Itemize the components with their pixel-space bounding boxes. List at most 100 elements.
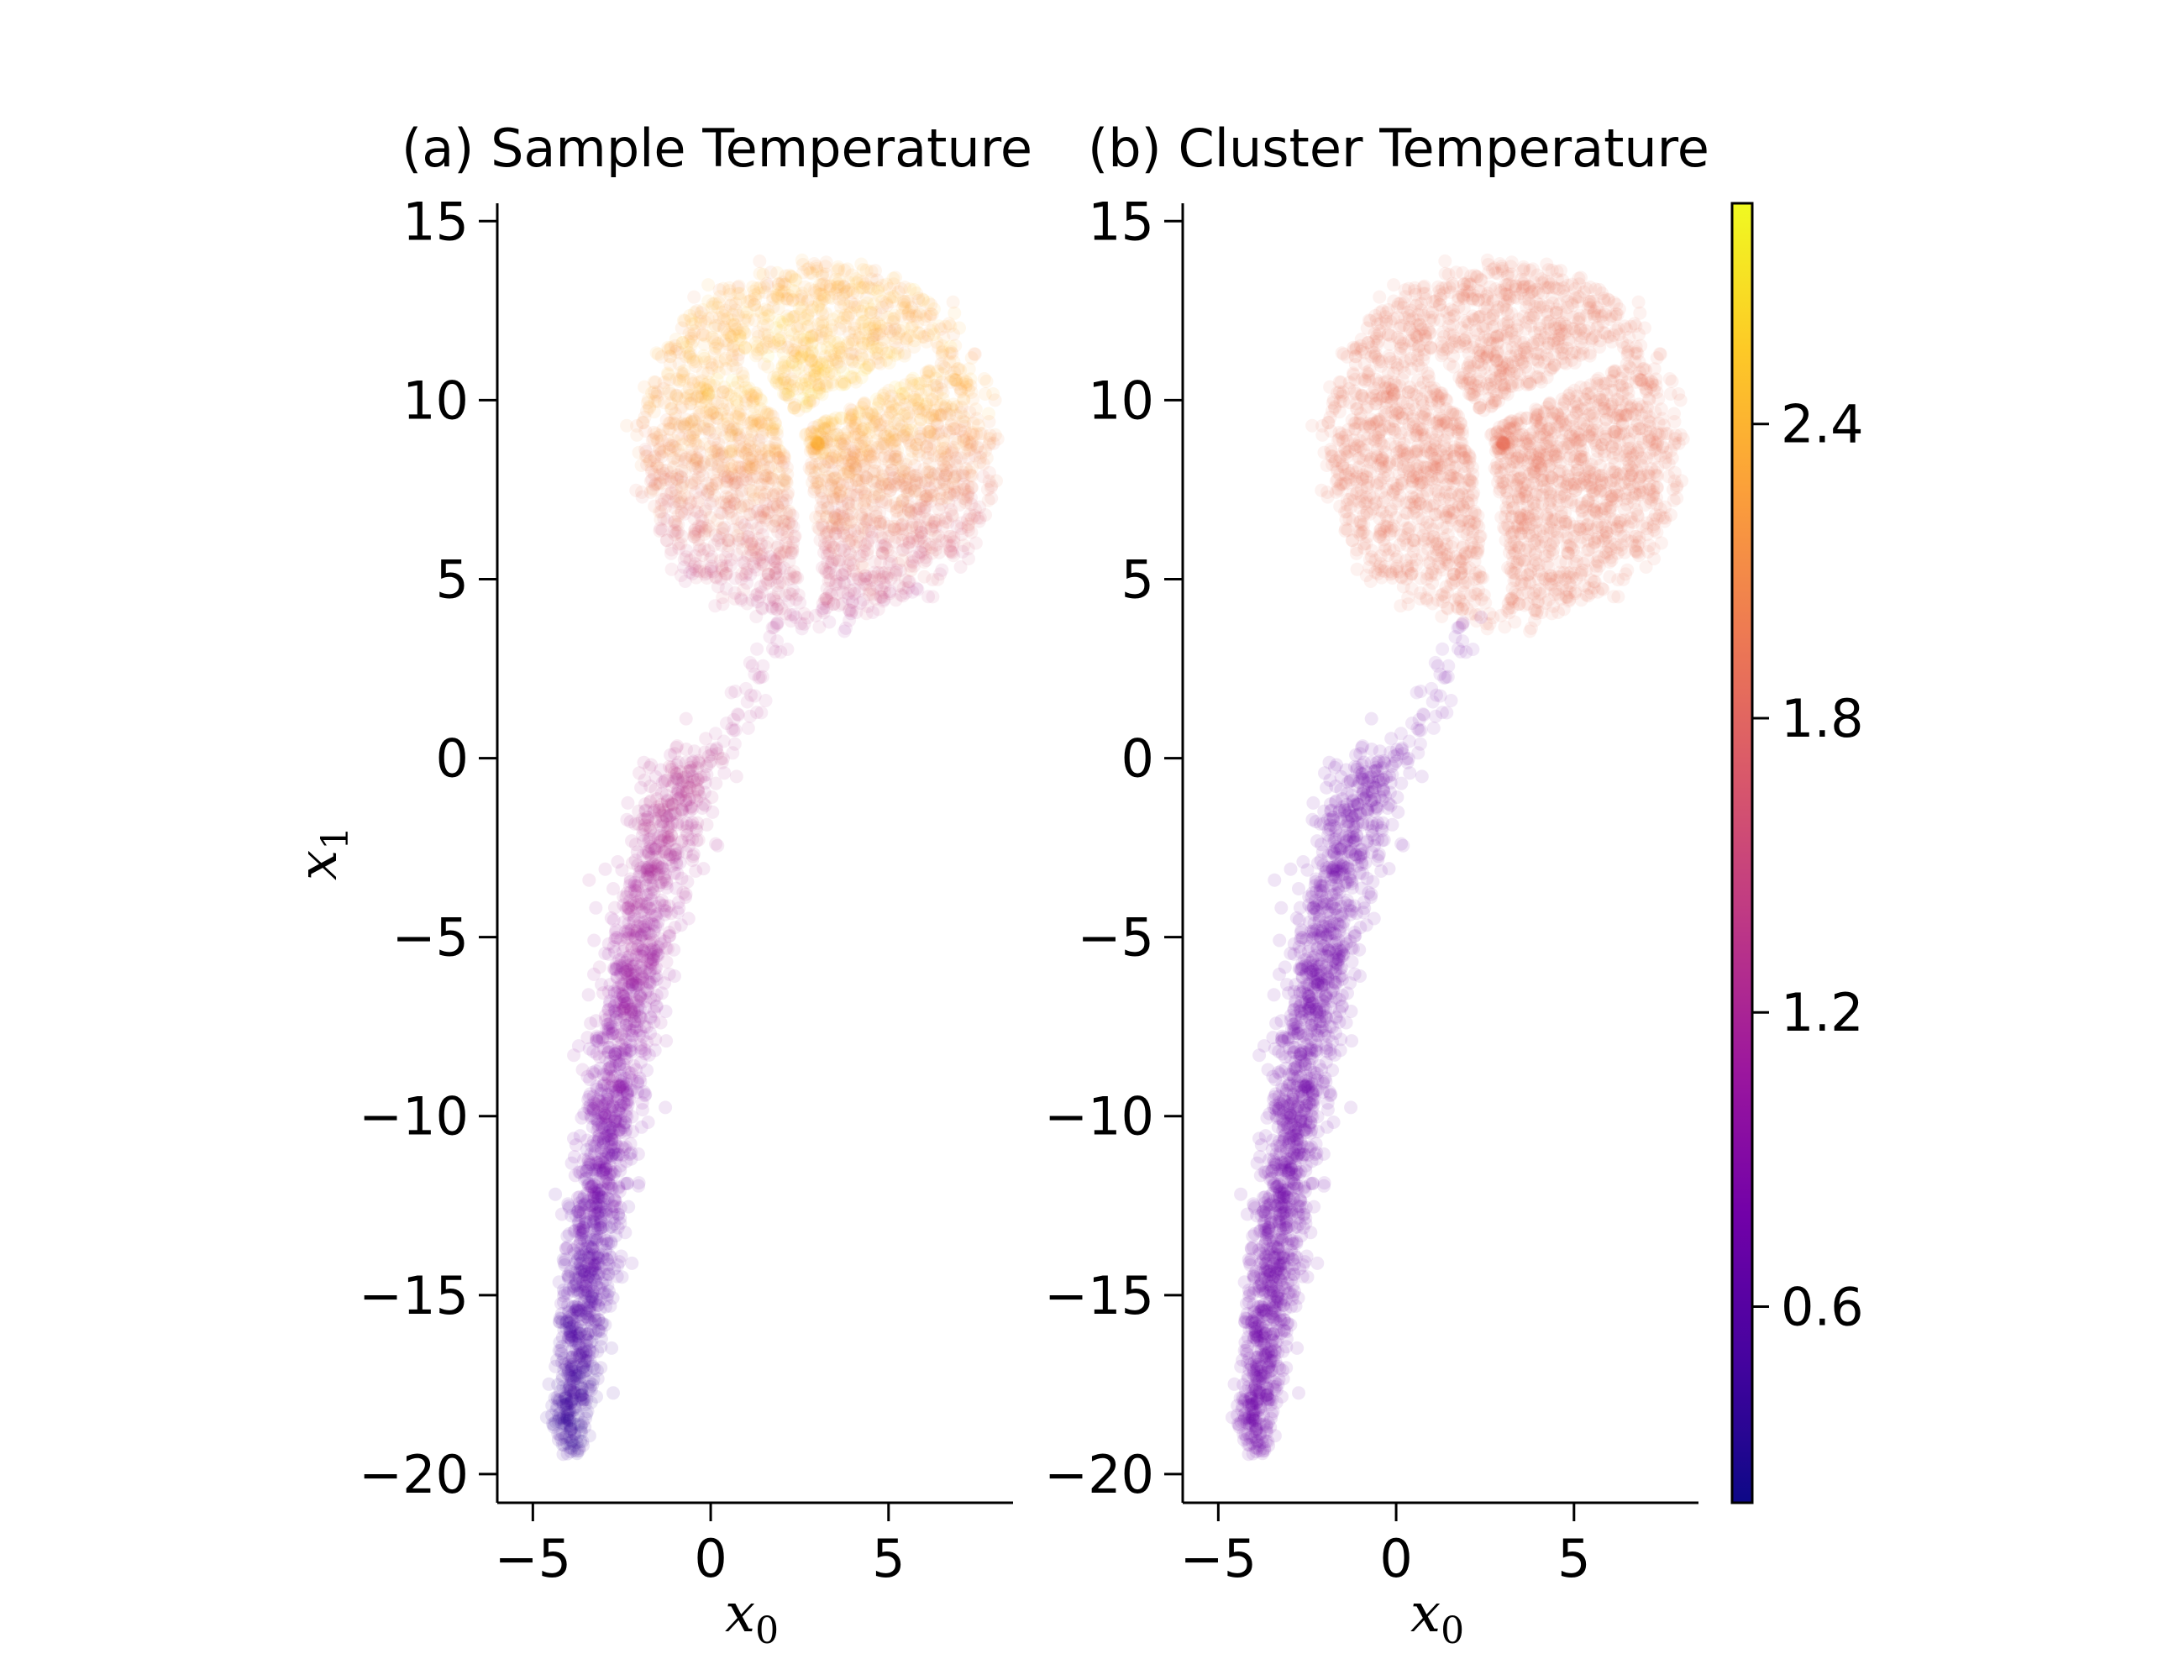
scatter-point <box>828 417 843 430</box>
scatter-point <box>733 591 748 606</box>
scatter-point <box>622 900 636 915</box>
scatter-point <box>842 537 856 551</box>
scatter-point <box>721 469 735 483</box>
scatter-point <box>761 567 775 581</box>
scatter-point <box>683 347 697 361</box>
scatter-point <box>906 305 921 319</box>
scatter-point <box>861 599 875 613</box>
scatter-point <box>697 337 711 351</box>
scatter-point <box>958 380 973 394</box>
scatter-point <box>860 547 874 561</box>
scatter-point <box>930 417 944 431</box>
y-tick-label: −10 <box>359 1086 469 1147</box>
scatter-point <box>848 460 863 475</box>
scatter-point <box>563 1350 577 1364</box>
scatter-point <box>591 1135 605 1149</box>
scatter-point <box>899 585 913 600</box>
scatter-point <box>896 386 911 401</box>
scatter-point <box>885 389 899 403</box>
y-tick-label: 0 <box>436 728 469 790</box>
scatter-point <box>755 478 769 492</box>
scatter-point <box>945 347 959 361</box>
scatter-point <box>732 460 746 475</box>
scatter-point <box>833 360 848 374</box>
scatter-point <box>707 334 722 349</box>
scatter-point <box>812 620 827 634</box>
scatter-point <box>690 495 705 509</box>
scatter-point <box>789 610 803 624</box>
scatter-point <box>964 491 978 505</box>
scatter-point <box>964 525 979 539</box>
scatter-point <box>718 550 732 564</box>
scatter-point <box>957 429 971 444</box>
scatter-point <box>587 933 601 948</box>
scatter-point <box>844 282 858 297</box>
scatter-point <box>770 602 785 617</box>
scatter-point <box>886 470 900 485</box>
scatter-point <box>855 316 869 330</box>
scatter-point <box>927 413 942 428</box>
scatter-point <box>910 468 924 482</box>
scatter-point <box>939 399 953 412</box>
scatter-point <box>748 335 763 349</box>
scatter-point <box>744 472 759 486</box>
scatter-point <box>864 444 878 458</box>
scatter-point <box>931 572 945 586</box>
scatter-point <box>638 449 653 464</box>
scatter-point <box>728 392 743 407</box>
scatter-point <box>598 862 612 876</box>
scatter-point <box>807 369 822 383</box>
scatter-point <box>890 453 904 467</box>
scatter-point <box>854 451 868 465</box>
scatter-point <box>809 359 823 372</box>
scatter-point <box>806 394 821 408</box>
scatter-point <box>953 321 966 335</box>
scatter-point <box>827 552 841 566</box>
scatter-point <box>943 543 958 557</box>
scatter-point <box>945 545 959 559</box>
scatter-point <box>636 416 649 429</box>
scatter-point <box>664 416 678 430</box>
scatter-point <box>895 533 910 548</box>
scatter-point <box>887 520 901 533</box>
scatter-point <box>846 594 859 608</box>
scatter-point <box>563 1418 577 1432</box>
scatter-point <box>654 433 669 448</box>
scatter-point <box>872 317 886 331</box>
scatter-point <box>957 491 970 505</box>
scatter-point <box>952 361 966 375</box>
scatter-point <box>689 437 703 451</box>
scatter-point <box>885 396 898 411</box>
scatter-point <box>643 474 658 488</box>
scatter-point <box>750 522 764 536</box>
scatter-point <box>629 1063 643 1077</box>
scatter-point <box>837 526 850 540</box>
scatter-point <box>725 349 739 362</box>
scatter-point <box>835 458 849 472</box>
scatter-point <box>883 324 897 339</box>
scatter-point <box>816 435 830 449</box>
scatter-point <box>901 532 916 546</box>
scatter-point <box>824 477 838 491</box>
scatter-point <box>958 496 973 510</box>
scatter-point <box>735 366 749 381</box>
scatter-point <box>862 358 876 372</box>
scatter-point <box>836 454 850 469</box>
scatter-point <box>922 424 937 438</box>
scatter-point <box>831 276 845 291</box>
scatter-point <box>990 474 1003 488</box>
scatter-point <box>777 386 790 401</box>
scatter-point <box>816 495 830 509</box>
scatter-point <box>769 554 783 569</box>
scatter-point <box>786 583 801 597</box>
scatter-point <box>787 564 801 579</box>
scatter-point <box>754 550 769 564</box>
scatter-point <box>769 644 782 659</box>
scatter-point <box>780 460 794 475</box>
scatter-point <box>727 476 742 491</box>
scatter-point <box>621 795 635 810</box>
scatter-point <box>909 441 923 455</box>
scatter-point <box>746 556 760 570</box>
scatter-point <box>730 398 744 412</box>
scatter-point <box>689 450 703 465</box>
